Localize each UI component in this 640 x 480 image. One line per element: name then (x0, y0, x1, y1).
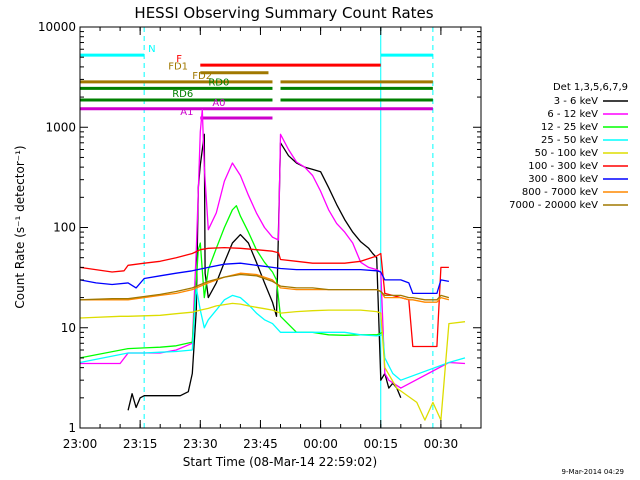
flag-label: RD0 (208, 77, 229, 88)
flag-label: A1 (180, 107, 193, 118)
x-tick-label: 23:30 (183, 437, 218, 451)
legend-entry-label: 50 - 100 keV (535, 148, 599, 159)
y-axis: 1 10 100 1000 10000 (38, 20, 481, 435)
flag-label: A0 (212, 98, 225, 109)
legend-entry-label: 6 - 12 keV (547, 109, 598, 120)
y-tick-label: 100 (53, 221, 76, 235)
y-tick-label: 1 (68, 421, 76, 435)
chart-title: HESSI Observing Summary Count Rates (134, 4, 433, 22)
series-line (80, 108, 466, 389)
legend-title: Det 1,3,5,6,7,9 (553, 82, 628, 93)
flag-label: F (176, 54, 182, 65)
legend-entry-label: 25 - 50 keV (541, 135, 598, 146)
x-axis: 23:00 23:15 23:30 23:45 00:00 00:15 00:30 (63, 27, 482, 451)
x-tick-label: 00:15 (363, 437, 398, 451)
series-line (80, 272, 450, 303)
flag-label: N (148, 44, 155, 55)
series-line (79, 302, 466, 421)
x-tick-label: 00:30 (424, 437, 459, 451)
legend-entry-label: 100 - 300 keV (528, 161, 598, 172)
x-tick-label: 00:00 (303, 437, 338, 451)
x-tick-label: 23:00 (63, 437, 98, 451)
x-axis-label: Start Time (08-Mar-14 22:59:02) (183, 455, 377, 469)
series-line (127, 133, 402, 411)
series-line (79, 205, 384, 359)
legend-entry-label: 7000 - 20000 keV (509, 200, 598, 211)
y-tick-label: 10000 (38, 20, 76, 34)
flag-label: RD6 (172, 89, 193, 100)
legend-entry-label: 3 - 6 keV (554, 96, 598, 107)
y-tick-label: 1000 (45, 120, 76, 134)
y-axis-label: Count Rate (s⁻¹ detector⁻¹) (13, 145, 27, 308)
footer-timestamp: 9-Mar-2014 04:29 (562, 468, 624, 476)
y-tick-label: 10 (61, 321, 76, 335)
x-tick-label: 23:45 (243, 437, 278, 451)
legend: Det 1,3,5,6,7,9 3 - 6 keV 6 - 12 keV 12 - … (509, 82, 628, 211)
legend-entry-label: 300 - 800 keV (528, 174, 598, 185)
series-line (79, 273, 450, 301)
flag-label: FD2 (192, 71, 212, 82)
series-lines (79, 108, 466, 421)
x-tick-label: 23:15 (123, 437, 158, 451)
flag-label: FD1 (168, 62, 188, 73)
legend-entry-label: 12 - 25 keV (541, 122, 598, 133)
legend-entry-label: 800 - 7000 keV (522, 187, 598, 198)
series-line (79, 262, 450, 295)
